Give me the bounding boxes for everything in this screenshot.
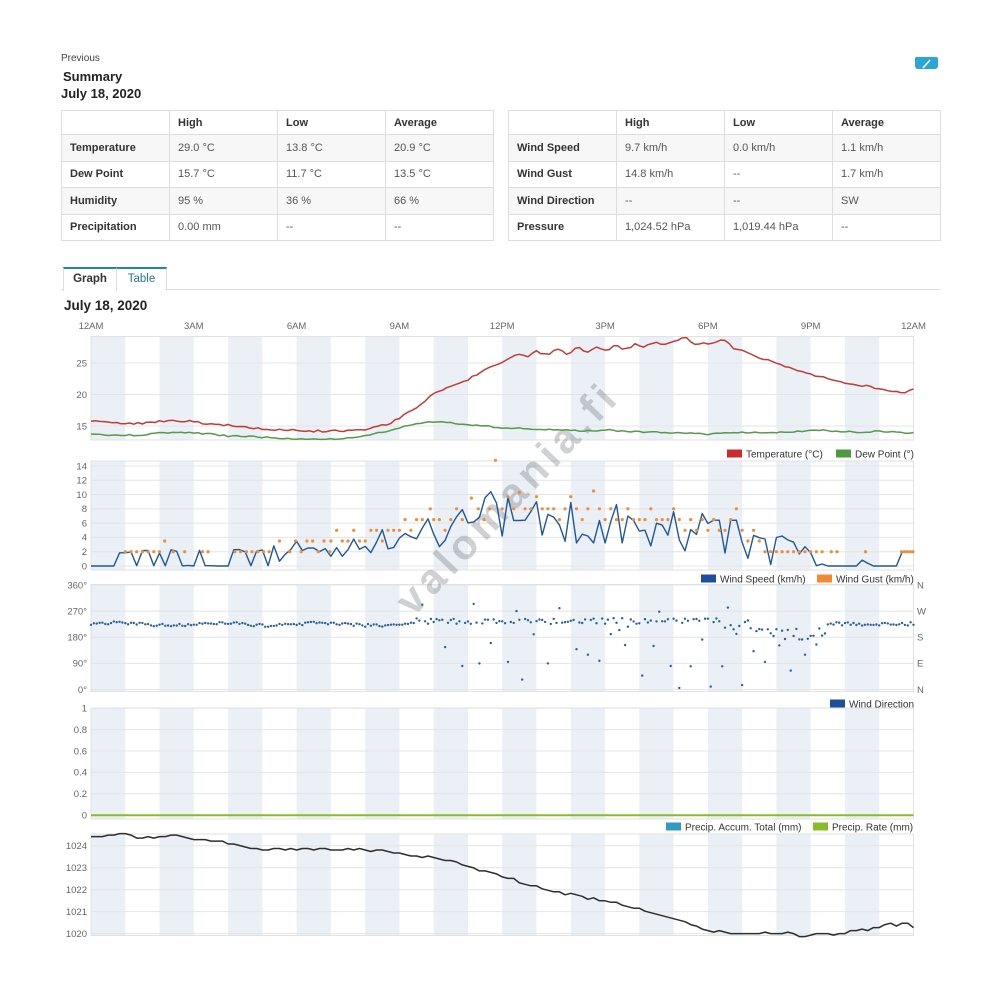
- svg-text:Precip. Accum. Total (mm): Precip. Accum. Total (mm): [685, 823, 802, 834]
- svg-text:3PM: 3PM: [595, 321, 615, 332]
- svg-text:0: 0: [82, 811, 87, 822]
- svg-text:1024: 1024: [66, 841, 87, 852]
- svg-text:Dew Point (°): Dew Point (°): [855, 450, 914, 461]
- svg-text:W: W: [917, 606, 926, 617]
- svg-text:0°: 0°: [78, 685, 87, 696]
- svg-text:Precip. Rate (mm): Precip. Rate (mm): [832, 823, 913, 834]
- svg-text:12AM: 12AM: [901, 321, 926, 332]
- svg-text:N: N: [917, 580, 924, 591]
- svg-text:E: E: [917, 659, 923, 670]
- svg-text:Wind Speed (km/h): Wind Speed (km/h): [720, 575, 806, 586]
- svg-text:4: 4: [82, 533, 87, 544]
- svg-text:10: 10: [76, 490, 87, 501]
- svg-text:0.6: 0.6: [74, 746, 87, 757]
- svg-text:0.2: 0.2: [74, 789, 87, 800]
- svg-text:6PM: 6PM: [698, 321, 718, 332]
- svg-text:0.4: 0.4: [74, 768, 87, 779]
- svg-text:Wind Direction: Wind Direction: [849, 700, 914, 711]
- svg-text:N: N: [917, 685, 924, 696]
- svg-text:2: 2: [82, 547, 87, 558]
- svg-text:15: 15: [76, 421, 87, 432]
- svg-text:6: 6: [82, 518, 87, 529]
- svg-text:12: 12: [76, 476, 87, 487]
- svg-text:3AM: 3AM: [184, 321, 204, 332]
- svg-text:1: 1: [82, 704, 87, 715]
- svg-text:180°: 180°: [67, 633, 87, 644]
- svg-text:1022: 1022: [66, 885, 87, 896]
- svg-text:0.8: 0.8: [74, 725, 87, 736]
- svg-text:25: 25: [76, 358, 87, 369]
- svg-text:12PM: 12PM: [490, 321, 515, 332]
- svg-text:20: 20: [76, 390, 87, 401]
- svg-text:6AM: 6AM: [287, 321, 307, 332]
- svg-text:1021: 1021: [66, 907, 87, 918]
- svg-text:360°: 360°: [67, 580, 87, 591]
- svg-text:270°: 270°: [67, 606, 87, 617]
- svg-text:0: 0: [82, 561, 87, 572]
- svg-text:8: 8: [82, 504, 87, 515]
- svg-text:1020: 1020: [66, 929, 87, 940]
- svg-text:Temperature (°C): Temperature (°C): [746, 450, 823, 461]
- svg-text:12AM: 12AM: [79, 321, 104, 332]
- svg-text:9AM: 9AM: [390, 321, 410, 332]
- svg-text:9PM: 9PM: [801, 321, 821, 332]
- svg-text:S: S: [917, 633, 923, 644]
- svg-text:14: 14: [76, 461, 87, 472]
- svg-text:Wind Gust (km/h): Wind Gust (km/h): [836, 575, 914, 586]
- svg-text:90°: 90°: [73, 659, 88, 670]
- svg-text:1023: 1023: [66, 863, 87, 874]
